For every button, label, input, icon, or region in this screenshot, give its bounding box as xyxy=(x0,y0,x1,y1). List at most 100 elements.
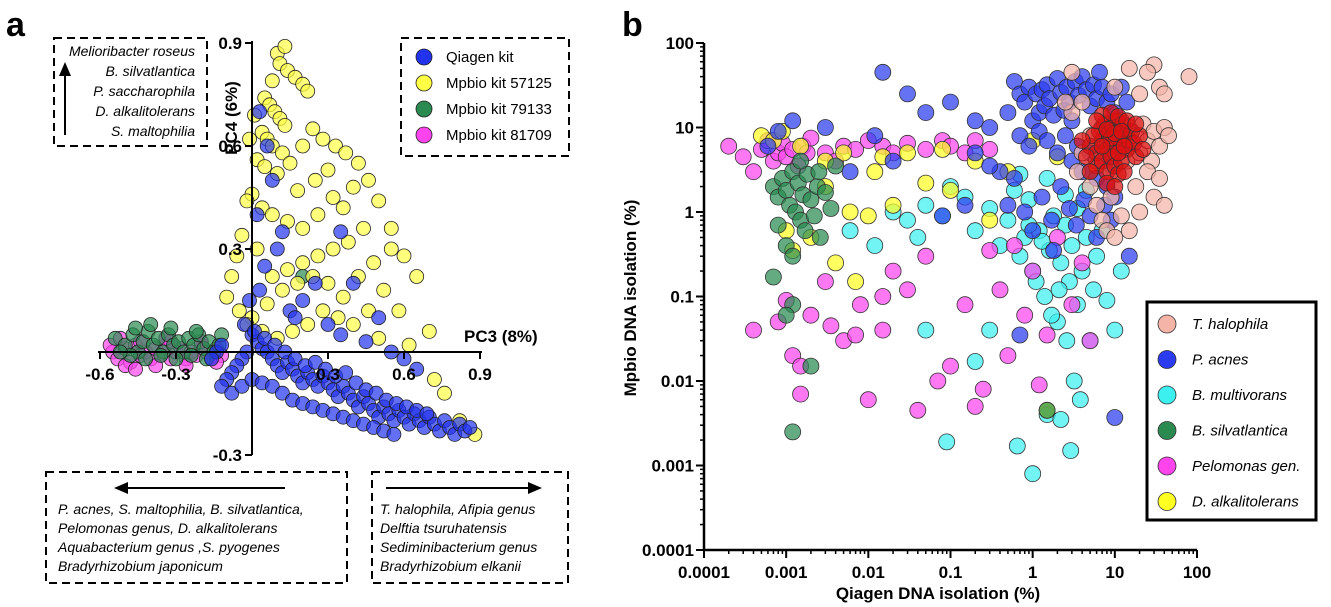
isolation-point xyxy=(1180,68,1198,85)
isolation-point xyxy=(1052,411,1070,428)
isolation-point xyxy=(1006,237,1023,255)
pca-point xyxy=(280,262,295,278)
isolation-point xyxy=(810,163,828,181)
isolation-point xyxy=(999,347,1017,365)
isolation-point xyxy=(999,196,1017,214)
isolation-point xyxy=(784,247,802,265)
pca-point xyxy=(315,131,331,147)
pca-point xyxy=(361,172,376,188)
isolation-point xyxy=(1081,332,1099,350)
isolation-point xyxy=(1106,321,1124,339)
isolation-point xyxy=(917,140,935,158)
pca-point xyxy=(138,351,154,367)
isolation-point xyxy=(1050,281,1068,299)
pca-point xyxy=(264,73,280,89)
pca-point xyxy=(234,227,250,243)
isolation-point xyxy=(1120,247,1138,265)
isolation-point xyxy=(792,137,809,155)
panel-b-x-tick-label: 0.0001 xyxy=(678,563,730,582)
pca-point xyxy=(345,317,361,332)
panel-a-y-tick-label: -0.3 xyxy=(213,446,242,465)
pca-point xyxy=(310,207,326,223)
pca-point xyxy=(419,406,435,422)
isolation-point xyxy=(1155,196,1173,214)
isolation-point xyxy=(1036,288,1054,305)
panel-b-x-tick-label: 0.001 xyxy=(765,563,808,582)
pca-point xyxy=(128,361,143,377)
panel-b-y-tick-label: 0.1 xyxy=(670,288,694,307)
isolation-point xyxy=(1052,254,1070,272)
panel-a-legend-label: Qiagen kit xyxy=(446,49,514,66)
panel-a-legend-label: Mpbio kit 57125 xyxy=(446,75,552,92)
isolation-point xyxy=(917,174,935,192)
panel-b-axes: 0.0001 0.0001 0.001 0.001 0.01 0.01 0.1 0.1 1 1 10… xyxy=(642,34,1211,582)
isolation-point xyxy=(1112,122,1130,140)
panel-b-legend-frame xyxy=(1145,300,1318,522)
pca-point xyxy=(295,255,311,271)
annotation-top-left-line: Melioribacter roseus xyxy=(69,43,195,59)
pca-point xyxy=(128,320,143,336)
pca-point xyxy=(335,200,351,216)
isolation-point xyxy=(981,119,999,136)
isolation-point xyxy=(991,281,1009,299)
annotation-bottom-right-line: T. halophila, Afipia genus xyxy=(380,501,535,517)
isolation-point xyxy=(956,196,974,214)
panel-b-x-tick-label: 10 xyxy=(1105,563,1124,582)
isolation-point xyxy=(866,127,884,145)
isolation-point xyxy=(1024,262,1042,280)
isolation-point xyxy=(827,254,844,272)
isolation-point xyxy=(866,237,884,255)
annotation-bottom-right-line: Bradyrhizobium elkanii xyxy=(380,558,522,574)
isolation-point xyxy=(1093,137,1111,155)
pca-point xyxy=(356,220,371,236)
panel-a-legend-label: Mpbio kit 79133 xyxy=(446,101,552,118)
panel-b-y-tick-label: 10 xyxy=(675,119,694,138)
pca-point xyxy=(338,145,354,161)
annotation-bottom-left-line: Bradyrhizobium japonicum xyxy=(58,558,223,574)
panel-b-x-tick-label: 100 xyxy=(1183,563,1211,582)
panel-a-legend-marker xyxy=(415,100,433,118)
pca-point xyxy=(274,282,290,298)
isolation-point xyxy=(841,163,859,181)
panel-a-legend: Qiagen kit Mpbio kit 57125 Mpbio kit 79133… xyxy=(400,37,570,157)
pca-point xyxy=(320,275,336,291)
up-arrow-icon xyxy=(59,62,71,76)
isolation-point xyxy=(859,391,877,409)
isolation-point xyxy=(792,385,809,403)
panel-b-y-tick-label: 100 xyxy=(666,34,694,53)
pca-point xyxy=(143,317,159,332)
pca-point xyxy=(401,337,417,353)
panel-a-x-tick-label: 0.3 xyxy=(316,365,340,384)
pca-point xyxy=(204,351,219,367)
isolation-point xyxy=(734,148,752,166)
annotation-bottom-left-line: Aquabacterium genus ,S. pyogenes xyxy=(57,539,280,555)
isolation-point xyxy=(1131,85,1148,103)
pca-point xyxy=(348,375,364,391)
annotation-bottom-left-line: Pelomonas genus, D. alkalitolerans xyxy=(58,520,277,536)
panel-b-legend-label: P. acnes xyxy=(1192,352,1249,369)
isolation-point xyxy=(745,321,762,339)
panel-a-annotation-bottom-left-frame xyxy=(45,471,348,584)
isolation-point xyxy=(884,262,902,280)
isolation-point xyxy=(1016,306,1034,324)
isolation-point xyxy=(966,112,984,130)
panel-a-annotation-top-left: Melioribacter roseus B. silvatlantica P.… xyxy=(53,37,208,147)
isolation-point xyxy=(1088,196,1105,214)
isolation-point xyxy=(917,247,935,265)
panel-a-x-tick-label: -0.3 xyxy=(161,365,190,384)
isolation-point xyxy=(981,242,999,259)
isolation-point xyxy=(917,196,935,214)
isolation-point xyxy=(1085,281,1102,299)
pca-point xyxy=(274,224,290,240)
isolation-point xyxy=(999,211,1017,229)
isolation-point xyxy=(1073,93,1091,111)
isolation-point xyxy=(1049,144,1066,162)
isolation-point xyxy=(1065,372,1083,390)
pca-point xyxy=(295,220,311,236)
pca-point xyxy=(345,275,361,291)
isolation-point xyxy=(852,296,869,314)
right-arrow-icon xyxy=(528,482,542,494)
isolation-point xyxy=(769,122,787,140)
annotation-bottom-right-line: Delftia tsuruhatensis xyxy=(380,520,507,536)
pca-point xyxy=(376,282,392,298)
